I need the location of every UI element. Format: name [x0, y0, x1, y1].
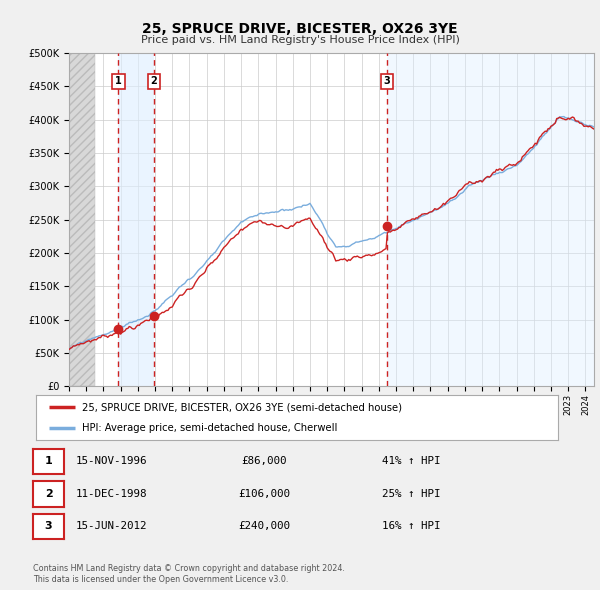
Bar	[69, 53, 95, 386]
Text: £106,000: £106,000	[238, 489, 290, 499]
Text: Price paid vs. HM Land Registry's House Price Index (HPI): Price paid vs. HM Land Registry's House …	[140, 35, 460, 45]
Text: 3: 3	[383, 77, 390, 86]
Text: 25% ↑ HPI: 25% ↑ HPI	[382, 489, 440, 499]
Text: 1: 1	[115, 77, 122, 86]
Text: £240,000: £240,000	[238, 522, 290, 531]
Text: 1: 1	[45, 457, 52, 466]
Text: 3: 3	[45, 522, 52, 531]
Text: 41% ↑ HPI: 41% ↑ HPI	[382, 457, 440, 466]
Text: 15-JUN-2012: 15-JUN-2012	[75, 522, 147, 531]
Bar	[387, 53, 594, 386]
Text: HPI: Average price, semi-detached house, Cherwell: HPI: Average price, semi-detached house,…	[82, 422, 337, 432]
Text: £86,000: £86,000	[241, 457, 287, 466]
Text: 2: 2	[45, 489, 52, 499]
Text: 2: 2	[151, 77, 157, 86]
Bar	[118, 53, 154, 386]
Text: Contains HM Land Registry data © Crown copyright and database right 2024.: Contains HM Land Registry data © Crown c…	[33, 565, 345, 573]
Text: 11-DEC-1998: 11-DEC-1998	[75, 489, 147, 499]
Text: This data is licensed under the Open Government Licence v3.0.: This data is licensed under the Open Gov…	[33, 575, 289, 584]
Text: 16% ↑ HPI: 16% ↑ HPI	[382, 522, 440, 531]
Text: 25, SPRUCE DRIVE, BICESTER, OX26 3YE: 25, SPRUCE DRIVE, BICESTER, OX26 3YE	[142, 22, 458, 37]
Text: 25, SPRUCE DRIVE, BICESTER, OX26 3YE (semi-detached house): 25, SPRUCE DRIVE, BICESTER, OX26 3YE (se…	[82, 402, 402, 412]
Text: 15-NOV-1996: 15-NOV-1996	[75, 457, 147, 466]
